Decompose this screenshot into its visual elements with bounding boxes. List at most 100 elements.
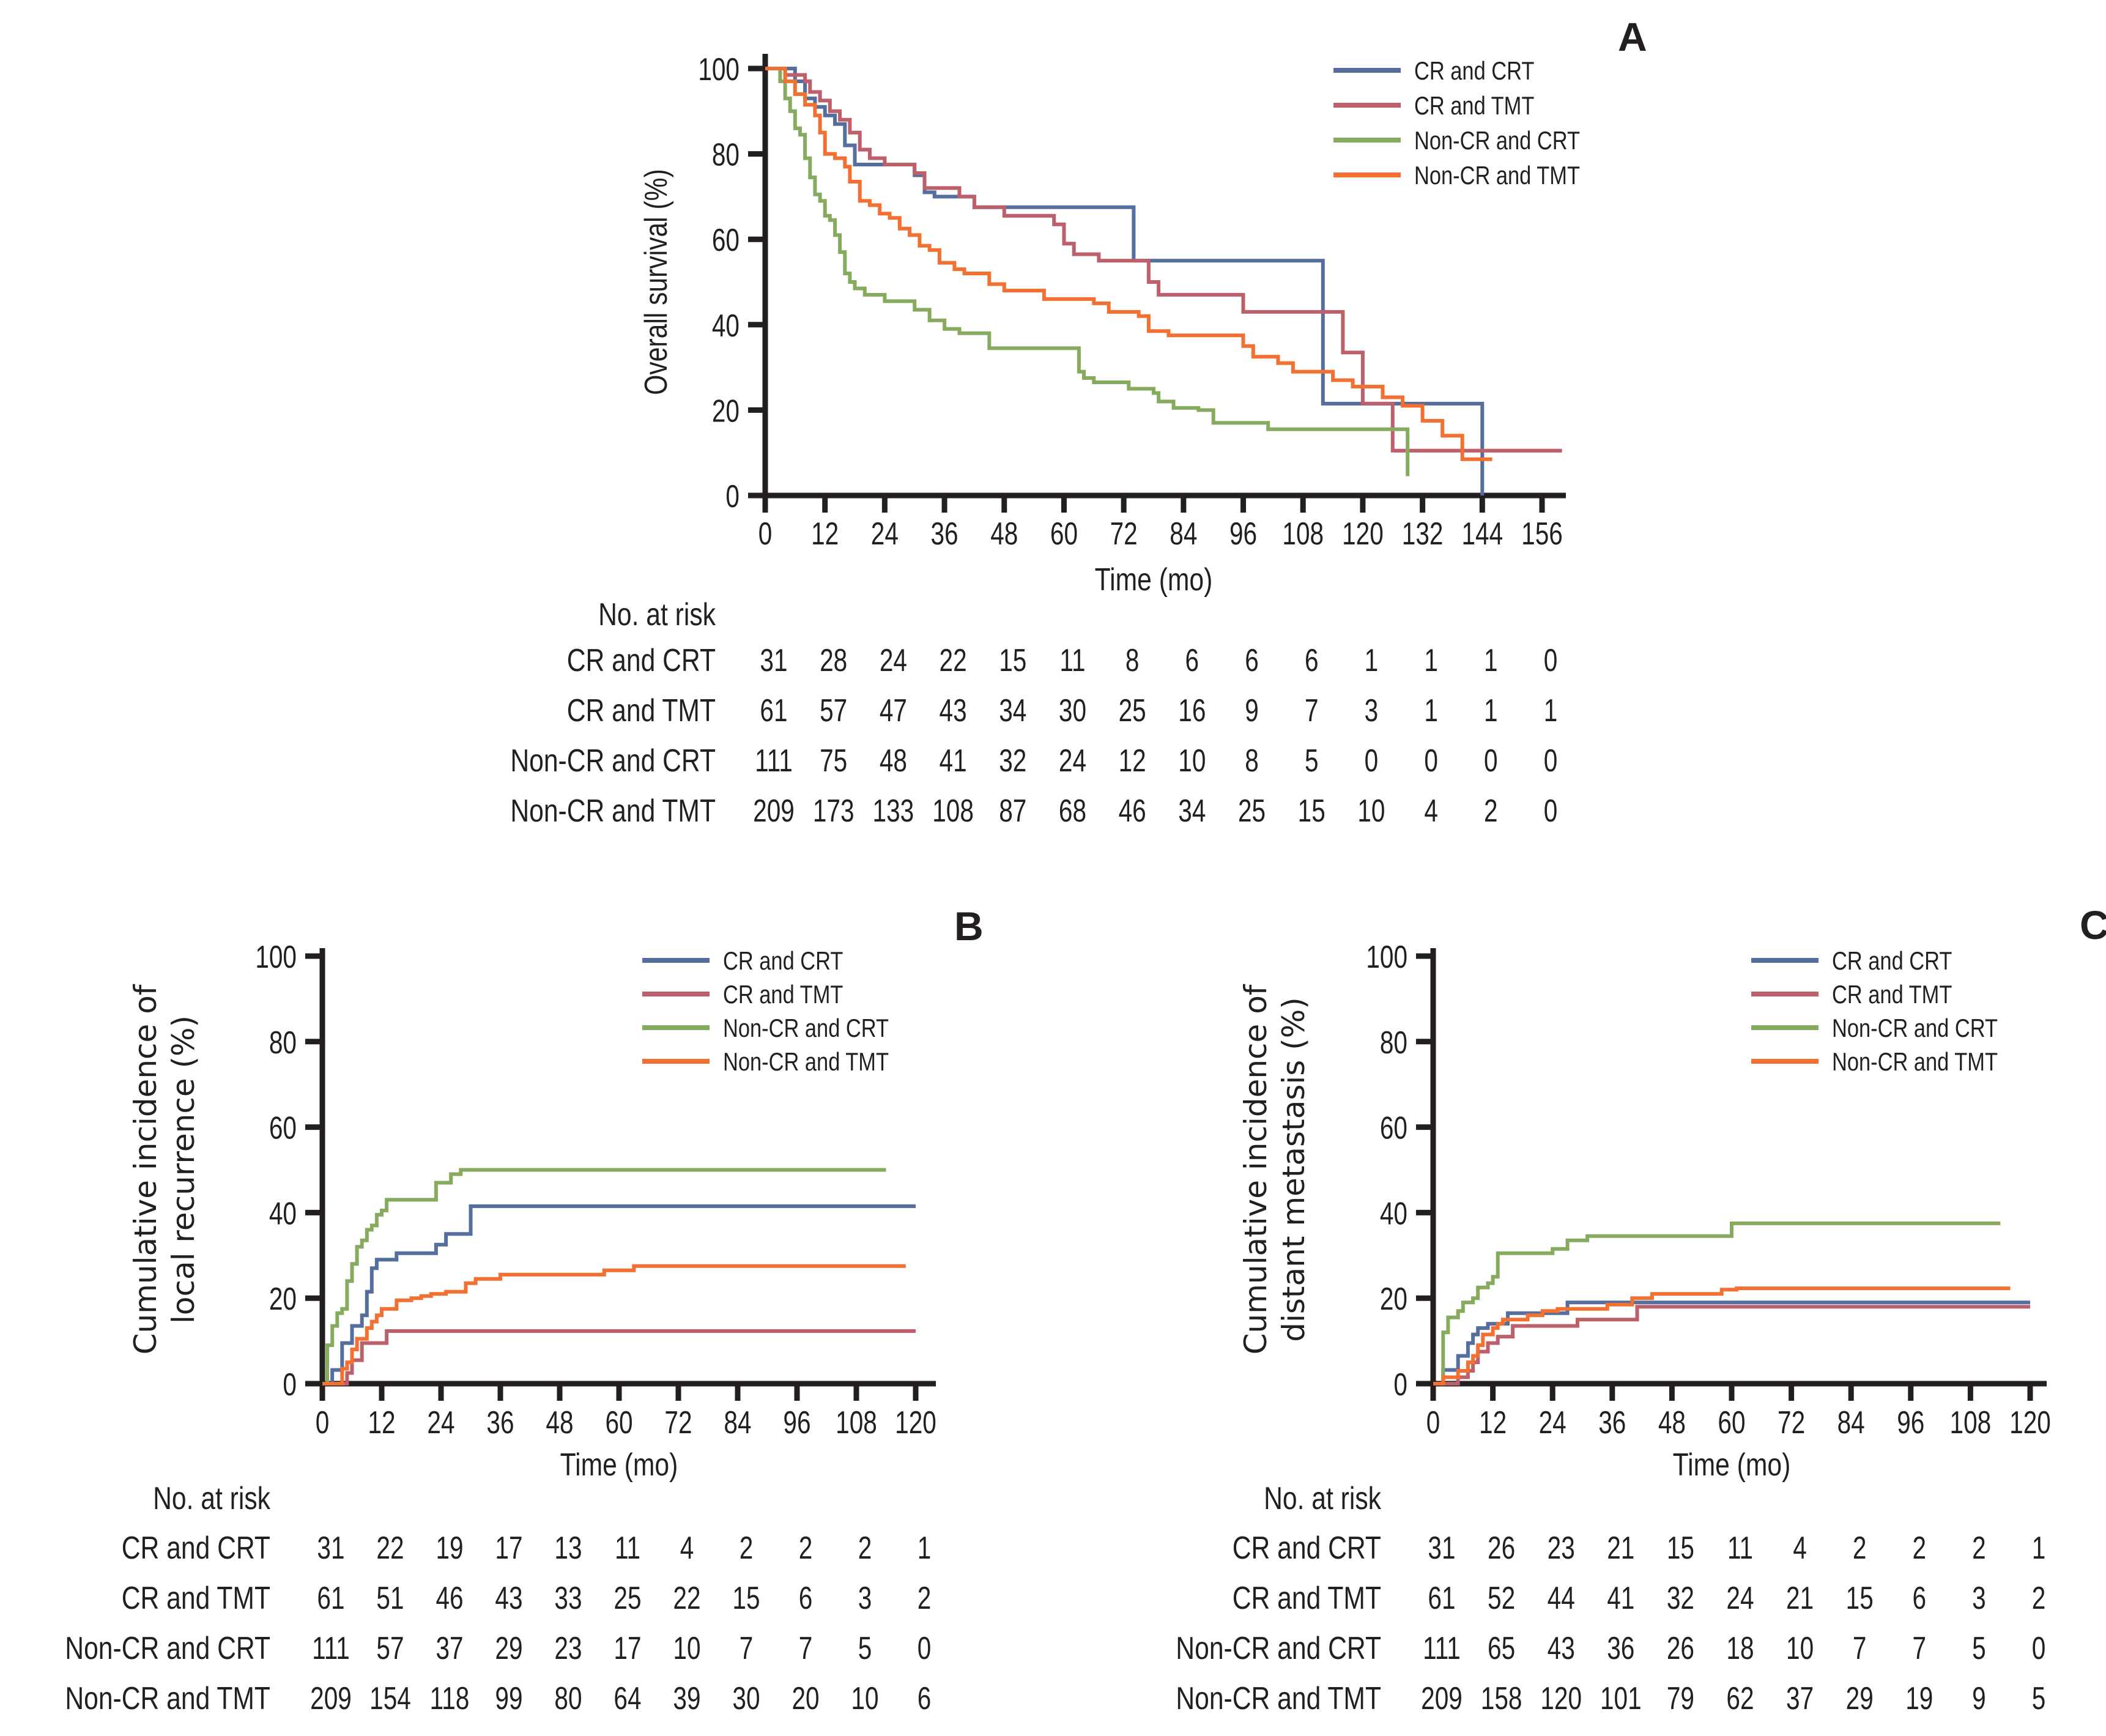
at-risk-value: 32 — [999, 743, 1026, 778]
x-tick-label: 24 — [427, 1404, 454, 1440]
x-tick-label: 24 — [1539, 1404, 1567, 1440]
at-risk-value: 39 — [673, 1680, 700, 1716]
curve-non-cr-and-tmt — [322, 1264, 906, 1385]
at-risk-value: 111 — [755, 743, 793, 778]
at-risk-value: 43 — [940, 692, 967, 728]
x-tick-label: 12 — [1479, 1404, 1507, 1440]
x-tick-label: 12 — [811, 516, 839, 551]
at-risk-value: 3 — [1972, 1580, 1986, 1615]
at-risk-row-label: CR and TMT — [122, 1581, 270, 1616]
at-risk-value: 31 — [317, 1530, 344, 1565]
at-risk-value: 2 — [740, 1530, 754, 1565]
x-tick-label: 60 — [1050, 516, 1078, 551]
at-risk-value: 0 — [1365, 743, 1379, 778]
at-risk-value: 209 — [1421, 1680, 1463, 1716]
at-risk-value: 11 — [1727, 1530, 1753, 1565]
at-risk-value: 10 — [1786, 1630, 1814, 1666]
y-tick-label: 80 — [269, 1025, 297, 1060]
y-tick-label: 20 — [712, 393, 740, 429]
at-risk-value: 30 — [1059, 692, 1086, 728]
x-tick-label: 120 — [2009, 1404, 2051, 1440]
at-risk-value: 7 — [1305, 692, 1319, 728]
at-risk-value: 22 — [940, 642, 967, 678]
x-tick-label: 0 — [316, 1404, 330, 1440]
curve-cr-and-tmt — [765, 67, 1562, 453]
x-tick-label: 108 — [1282, 516, 1324, 551]
y-tick-label: 40 — [1380, 1196, 1407, 1231]
at-risk-value: 43 — [1548, 1630, 1575, 1666]
at-risk-value: 87 — [999, 793, 1026, 828]
at-risk-value: 37 — [436, 1630, 463, 1666]
at-risk-value: 7 — [799, 1630, 813, 1666]
at-risk-header: No. at risk — [153, 1481, 270, 1516]
at-risk-value: 8 — [1245, 743, 1259, 778]
curve-cr-and-crt — [1433, 1300, 2030, 1385]
legend-label-cr-and-crt: CR and CRT — [1832, 947, 1952, 976]
x-tick-label: 48 — [1658, 1404, 1686, 1440]
y-tick-label: 60 — [712, 222, 740, 258]
at-risk-row-label: Non-CR and TMT — [1176, 1681, 1381, 1716]
x-tick-label: 96 — [1897, 1404, 1924, 1440]
curve-non-cr-and-crt — [765, 67, 1410, 477]
at-risk-value: 29 — [1846, 1680, 1874, 1716]
at-risk-value: 1 — [1484, 692, 1498, 728]
at-risk-value: 0 — [918, 1630, 932, 1666]
at-risk-value: 36 — [1607, 1630, 1634, 1666]
at-risk-value: 33 — [554, 1580, 582, 1615]
panel-letter: A — [1618, 14, 1647, 59]
curve-non-cr-and-tmt — [765, 67, 1492, 461]
x-tick-label: 72 — [664, 1404, 692, 1440]
at-risk-value: 80 — [554, 1680, 582, 1716]
at-risk-value: 34 — [1178, 793, 1206, 828]
legend-label-non-cr-and-crt: Non-CR and CRT — [1832, 1014, 1998, 1043]
x-tick-label: 96 — [1229, 516, 1257, 551]
at-risk-row-label: CR and CRT — [567, 643, 716, 678]
at-risk-value: 57 — [820, 692, 847, 728]
at-risk-value: 1 — [2032, 1530, 2046, 1565]
y-tick-label: 0 — [725, 478, 740, 514]
at-risk-value: 44 — [1548, 1580, 1575, 1615]
at-risk-value: 2 — [1913, 1530, 1927, 1565]
at-risk-row-label: CR and TMT — [1233, 1581, 1381, 1616]
at-risk-row-label: CR and TMT — [567, 693, 716, 729]
y-axis-title-line: distant metastasis (%) — [1276, 997, 1311, 1342]
at-risk-row-label: Non-CR and CRT — [510, 743, 716, 779]
at-risk-value: 209 — [753, 793, 795, 828]
y-tick-label: 60 — [1380, 1110, 1407, 1146]
y-tick-label: 80 — [1380, 1025, 1407, 1060]
at-risk-value: 1 — [1544, 692, 1558, 728]
x-axis-title: Time (mo) — [560, 1447, 678, 1483]
at-risk-value: 21 — [1607, 1530, 1634, 1565]
at-risk-value: 10 — [1178, 743, 1206, 778]
at-risk-value: 31 — [760, 642, 787, 678]
at-risk-value: 158 — [1481, 1680, 1522, 1716]
at-risk-value: 6 — [1305, 642, 1319, 678]
at-risk-value: 19 — [436, 1530, 463, 1565]
at-risk-value: 17 — [495, 1530, 522, 1565]
legend-label-cr-and-tmt: CR and TMT — [723, 981, 843, 1009]
y-tick-label: 40 — [712, 308, 740, 343]
curve-cr-and-crt — [322, 1204, 916, 1385]
legend: CR and CRT CR and TMT Non-CR and CRT Non-CR… — [1333, 57, 1580, 190]
at-risk-value: 7 — [1853, 1630, 1867, 1666]
at-risk-value: 22 — [673, 1580, 700, 1615]
x-tick-label: 156 — [1521, 516, 1563, 551]
legend-label-cr-and-crt: CR and CRT — [1414, 57, 1534, 86]
x-tick-label: 60 — [1718, 1404, 1745, 1440]
at-risk-value: 0 — [1544, 642, 1558, 678]
at-risk-value: 5 — [2032, 1680, 2046, 1716]
at-risk-value: 11 — [615, 1530, 640, 1565]
at-risk-value: 1 — [1365, 642, 1379, 678]
at-risk-value: 1 — [1484, 642, 1498, 678]
at-risk-value: 3 — [1365, 692, 1379, 728]
x-tick-label: 120 — [895, 1404, 936, 1440]
x-tick-label: 72 — [1778, 1404, 1805, 1440]
at-risk-value: 9 — [1245, 692, 1259, 728]
at-risk-value: 0 — [1544, 743, 1558, 778]
at-risk-value: 6 — [1185, 642, 1199, 678]
at-risk-value: 25 — [614, 1580, 641, 1615]
at-risk-value: 2 — [1484, 793, 1498, 828]
at-risk-value: 101 — [1600, 1680, 1642, 1716]
